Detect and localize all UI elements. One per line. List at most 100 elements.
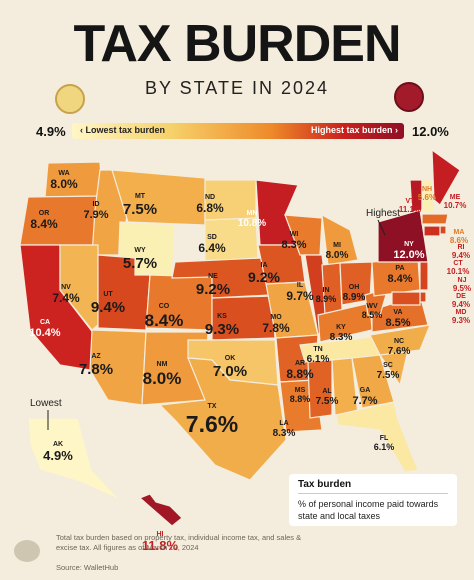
highest-callout: Highest xyxy=(366,208,400,219)
scale-high-text: Highest tax burden xyxy=(310,125,393,135)
page-title: TAX BURDEN xyxy=(73,15,401,73)
state-value-sd: 6.4% xyxy=(198,241,226,255)
state-value-mt: 7.5% xyxy=(123,201,157,218)
state-value-hi: 11.8% xyxy=(142,538,179,553)
state-code-wi: WI xyxy=(290,231,299,238)
state-shapes xyxy=(19,148,461,527)
state-code-ar: AR xyxy=(295,360,305,367)
legend-divider xyxy=(298,493,448,494)
state-value-la: 8.3% xyxy=(273,428,296,439)
state-value-nc: 7.6% xyxy=(388,346,411,357)
state-code-ia: IA xyxy=(261,262,268,269)
state-value-ar: 8.8% xyxy=(286,367,314,381)
state-value-de: 9.4% xyxy=(452,300,470,309)
state-code-ok: OK xyxy=(225,355,236,362)
state-code-ms: MS xyxy=(295,387,306,394)
state-value-sc: 7.5% xyxy=(377,370,400,381)
state-tx xyxy=(158,357,287,481)
state-value-mi: 8.0% xyxy=(326,250,349,261)
state-fl xyxy=(335,401,419,473)
state-value-al: 7.5% xyxy=(316,396,339,407)
state-value-or: 8.4% xyxy=(30,217,58,231)
state-value-il: 9.7% xyxy=(286,289,314,303)
state-hi xyxy=(138,493,183,527)
state-code-nj: NJ xyxy=(458,277,467,284)
state-code-vt: VT xyxy=(406,198,416,205)
state-code-mo: MO xyxy=(270,314,282,321)
state-value-ak: 4.9% xyxy=(43,448,73,463)
state-ri xyxy=(439,225,447,235)
state-code-il: IL xyxy=(297,282,304,289)
state-value-pa: 8.4% xyxy=(387,273,412,285)
state-code-al: AL xyxy=(322,388,332,395)
state-code-ri: RI xyxy=(458,244,465,251)
state-value-nm: 8.0% xyxy=(143,369,182,388)
state-code-az: AZ xyxy=(91,353,101,360)
highest-callout-line xyxy=(377,219,386,236)
state-value-fl: 6.1% xyxy=(374,442,395,452)
state-value-tn: 6.1% xyxy=(307,354,330,365)
state-code-nh: NH xyxy=(422,186,432,193)
state-value-ri: 9.4% xyxy=(452,251,470,260)
coin-pile-icon xyxy=(394,82,424,112)
state-de xyxy=(419,291,427,303)
state-code-sd: SD xyxy=(207,234,217,241)
state-code-ga: GA xyxy=(360,387,371,394)
state-code-ca: CA xyxy=(40,319,50,326)
arrow-left-icon: ‹ xyxy=(80,125,86,135)
state-value-ky: 8.3% xyxy=(330,332,353,343)
state-code-hi: HI xyxy=(157,531,164,538)
state-code-wv: WV xyxy=(366,303,378,310)
state-code-ak: AK xyxy=(53,441,63,448)
state-az xyxy=(89,329,147,406)
state-code-pa: PA xyxy=(395,265,404,272)
state-code-va: VA xyxy=(393,309,402,316)
state-code-oh: OH xyxy=(349,284,360,291)
color-scale-bar xyxy=(72,123,404,139)
state-code-ks: KS xyxy=(217,313,227,320)
state-code-mt: MT xyxy=(135,193,146,200)
footer-source: Source: WalletHub xyxy=(56,563,119,572)
state-value-ga: 7.7% xyxy=(352,395,377,407)
state-mi xyxy=(321,213,359,266)
state-code-sc: SC xyxy=(383,362,393,369)
state-code-mi: MI xyxy=(333,242,341,249)
state-value-ks: 9.3% xyxy=(205,321,239,338)
state-code-nm: NM xyxy=(157,361,168,368)
state-code-nd: ND xyxy=(205,194,215,201)
state-value-az: 7.8% xyxy=(79,361,113,378)
state-value-nd: 6.8% xyxy=(196,201,224,215)
brand-logo-icon xyxy=(14,540,40,562)
state-value-ct: 10.1% xyxy=(447,267,470,276)
legend-description: % of personal income paid towards state … xyxy=(298,499,439,521)
state-value-ny: 12.0% xyxy=(393,249,424,261)
state-code-wa: WA xyxy=(58,170,69,177)
scale-min-value: 4.9% xyxy=(36,124,66,139)
state-value-ca: 10.4% xyxy=(29,327,60,339)
state-code-ut: UT xyxy=(103,291,113,298)
state-value-mo: 7.8% xyxy=(262,321,290,335)
legend-title: Tax burden xyxy=(298,479,352,490)
state-code-ma: MA xyxy=(454,229,465,236)
state-value-wi: 8.3% xyxy=(281,239,306,251)
state-value-nh: 5.6% xyxy=(418,193,436,202)
state-value-ma: 8.6% xyxy=(450,236,468,245)
state-value-ne: 9.2% xyxy=(196,281,230,298)
state-value-wa: 8.0% xyxy=(50,177,78,191)
page-subtitle: BY STATE IN 2024 xyxy=(144,78,330,98)
state-value-wy: 5.7% xyxy=(123,255,157,272)
state-value-tx: 7.6% xyxy=(186,411,238,437)
state-code-ct: CT xyxy=(453,260,463,267)
state-value-nv: 7.4% xyxy=(52,291,80,305)
state-value-md: 9.3% xyxy=(452,316,470,325)
state-labels: WA8.0%OR8.4%CA10.4%ID7.9%NV7.4%MT7.5%WY5… xyxy=(29,170,471,553)
state-code-ky: KY xyxy=(336,324,346,331)
state-value-ut: 9.4% xyxy=(91,299,125,316)
scale-high-label: Highest tax burden › xyxy=(311,125,398,135)
state-code-ne: NE xyxy=(208,273,218,280)
state-code-mn: MN xyxy=(247,210,258,217)
state-ma xyxy=(421,213,449,225)
state-ct xyxy=(423,225,441,237)
state-value-vt: 11.1% xyxy=(399,205,421,214)
